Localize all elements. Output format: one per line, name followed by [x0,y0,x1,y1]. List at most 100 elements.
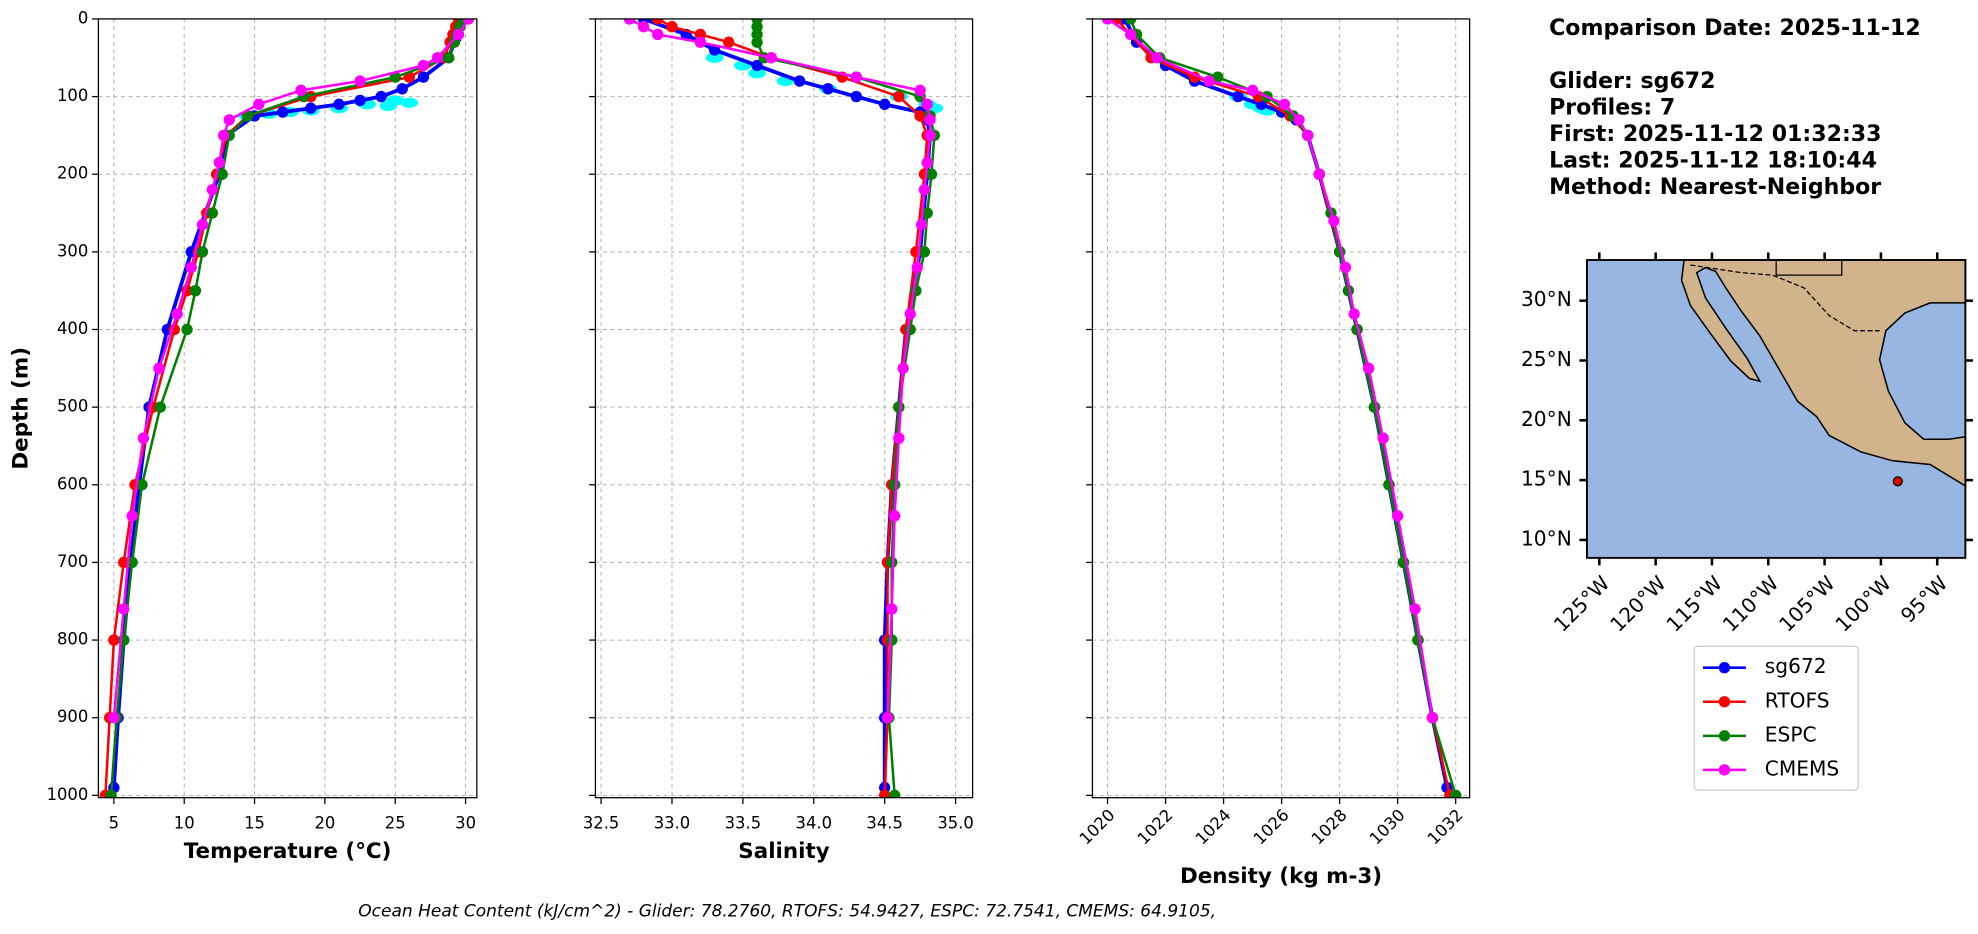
marker [888,789,901,798]
marker [751,36,763,48]
marker [893,90,905,103]
marker [417,59,430,72]
marker [1125,28,1137,41]
marker [277,106,289,118]
legend-marker [1718,662,1731,674]
marker [893,432,905,444]
y-tick-label: 1000 [47,785,89,804]
info-line: Last: 2025-11-12 18:10:44 [1549,149,1877,174]
profile-line [1106,18,1434,718]
marker [1377,432,1389,444]
marker [765,52,777,64]
legend-marker [1718,764,1731,776]
legend-marker [1718,696,1731,708]
y-tick-label: 800 [57,630,88,649]
marker [108,712,120,724]
marker [925,168,938,180]
marker [897,362,909,375]
lat-label: 25°N [1521,347,1572,371]
x-tick-label: 1032 [1424,805,1467,848]
marker [118,603,130,615]
marker [1409,603,1421,615]
x-tick-label: 34.0 [796,814,832,833]
marker [154,401,166,413]
marker [915,219,928,231]
marker [1101,18,1114,25]
y-tick-label: 200 [57,164,88,183]
marker [126,510,138,522]
legend-box [1693,645,1859,791]
marker [822,83,834,95]
lon-label: 105°W [1774,571,1839,636]
x-tick-label: 5 [109,814,119,833]
marker [1212,71,1224,83]
x-axis-label: Temperature (°C) [184,839,392,864]
marker [914,84,926,97]
y-tick-label: 100 [57,86,88,105]
plot-area [99,18,475,798]
marker [206,207,219,219]
marker [888,479,901,491]
legend-label: sg672 [1765,654,1827,678]
map-base [1586,259,1967,558]
marker [751,28,763,41]
profile-line [628,18,932,718]
marker [850,90,863,103]
marker [914,110,926,122]
y-tick-label: 0 [78,8,88,27]
marker [108,634,120,646]
y-tick-label: 400 [57,319,88,338]
marker [904,323,916,336]
x-axis-label: Salinity [738,839,829,864]
marker [924,114,936,126]
marker [452,28,465,41]
marker [694,36,707,48]
lon-label: 120°W [1605,571,1670,636]
marker [223,114,235,126]
axes-frame [1091,18,1471,799]
marker [921,98,933,111]
marker [879,98,891,111]
marker [1125,18,1137,25]
marker [666,21,678,33]
profile-line [111,18,461,788]
land [1680,259,1967,488]
marker [1426,712,1439,724]
marker [196,219,209,231]
y-axis-label: Depth (m) [8,347,33,470]
legend-label: CMEMS [1765,756,1839,780]
marker [751,59,763,72]
marker [354,94,366,107]
plot-area [1101,18,1462,798]
profile-line [1123,18,1449,788]
marker [431,52,444,64]
marker [1391,510,1404,522]
marker [1348,308,1360,320]
x-tick-label: 1020 [1076,805,1119,848]
axes-frame [97,18,478,799]
marker [185,261,197,274]
marker [1339,261,1352,274]
border [1690,264,1880,332]
marker [196,246,209,258]
x-tick-label: 10 [174,814,195,833]
raw-point [400,97,419,108]
marker [153,362,165,375]
map-frame [1585,259,1967,559]
info-line: Comparison Date: 2025-11-12 [1549,16,1921,41]
x-tick-label: 32.5 [583,814,619,833]
raw-point [748,68,766,79]
marker [396,83,408,95]
marker [1302,129,1314,142]
marker [723,36,735,48]
marker [443,52,455,64]
marker [893,401,905,413]
marker [850,71,863,83]
marker [1450,789,1462,798]
marker [924,129,936,142]
marker [888,510,901,522]
lon-label: 95°W [1896,571,1952,627]
marker [375,90,387,103]
x-tick-label: 33.0 [654,814,690,833]
